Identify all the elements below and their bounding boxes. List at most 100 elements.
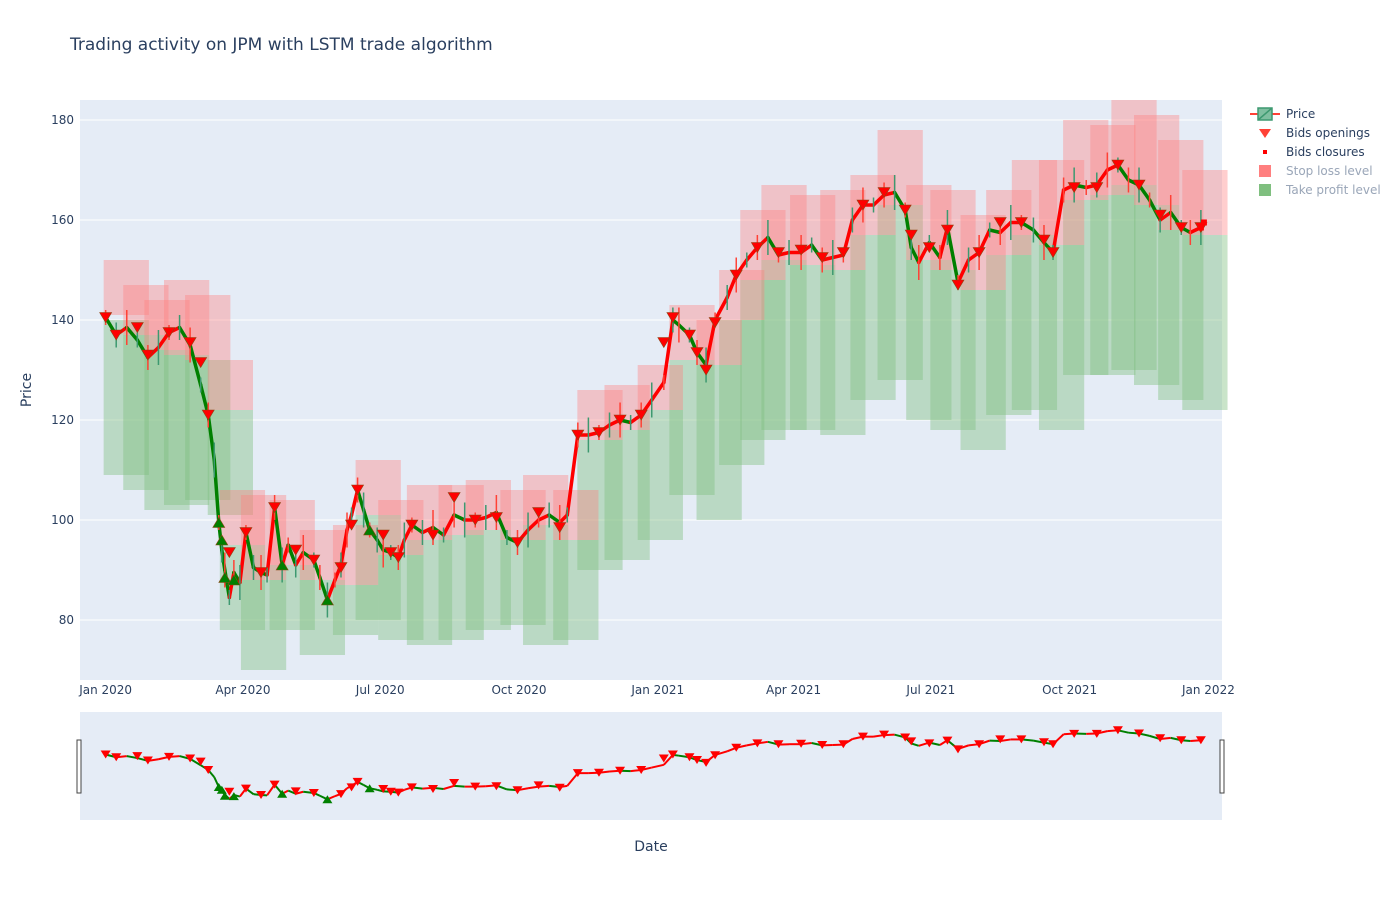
- slider-marker: [817, 740, 828, 749]
- bid-opening-marker: [254, 567, 268, 579]
- price-segment: [909, 245, 921, 265]
- slider-marker: [228, 792, 239, 801]
- slider-marker: [658, 754, 669, 763]
- bid-opening-marker: [771, 247, 786, 259]
- slider-marker: [684, 753, 695, 762]
- slider-marker: [1038, 738, 1049, 747]
- legend-item-bids-openings[interactable]: Bids openings: [1259, 126, 1370, 140]
- take-profit-band: [1063, 200, 1109, 375]
- slider-marker: [1048, 740, 1059, 749]
- bid-markers: [99, 159, 1208, 606]
- legend-label: Bids openings: [1286, 126, 1370, 140]
- slider-marker: [111, 753, 122, 762]
- slider-marker: [838, 740, 849, 749]
- price-segment: [831, 253, 846, 260]
- slider-marker: [974, 740, 985, 749]
- take-profit-band: [740, 280, 786, 440]
- price-segment: [956, 258, 971, 285]
- slider-segment: [295, 790, 304, 795]
- take-profit-band: [438, 535, 484, 640]
- range-slider[interactable]: [80, 712, 1222, 820]
- y-axis-title: Price: [19, 373, 35, 407]
- take-profit-band: [144, 350, 190, 510]
- bid-opening-marker: [993, 217, 1007, 229]
- slider-marker: [449, 779, 460, 788]
- slider-marker: [406, 783, 417, 792]
- price-segment: [188, 343, 203, 387]
- bid-opening-marker: [682, 329, 696, 341]
- range-slider-right-handle[interactable]: [1219, 739, 1225, 794]
- slider-marker: [701, 758, 712, 767]
- bid-opening-marker: [109, 329, 123, 341]
- slider-marker: [393, 788, 404, 797]
- take-profit-band: [719, 320, 765, 465]
- bid-opening-marker: [1111, 159, 1125, 171]
- slider-marker: [924, 739, 935, 748]
- slider-marker: [269, 780, 280, 789]
- bid-opening-marker: [218, 571, 232, 583]
- take-profit-band: [906, 260, 952, 420]
- slider-marker: [132, 752, 143, 761]
- slider-marker: [952, 745, 963, 754]
- take-profit-band: [1134, 205, 1180, 385]
- slider-marker: [1069, 729, 1080, 738]
- slider-segment: [189, 758, 202, 767]
- bid-opening-marker: [183, 337, 197, 349]
- bid-opening-marker: [1132, 179, 1146, 191]
- legend-item-bids-closures[interactable]: Bids closures: [1263, 145, 1365, 159]
- slider-marker: [224, 787, 235, 796]
- slider-marker: [216, 785, 227, 794]
- price-segment: [565, 433, 580, 517]
- price-segment: [238, 530, 248, 585]
- bid-opening-marker: [489, 512, 503, 524]
- price-segment: [998, 220, 1013, 235]
- slider-marker: [1091, 729, 1102, 738]
- slider-marker: [731, 743, 742, 752]
- slider-marker: [615, 766, 626, 775]
- slider-marker: [240, 784, 251, 793]
- slider-segment: [527, 785, 539, 790]
- take-profit-band: [299, 580, 346, 655]
- y-tick-label: 160: [51, 213, 74, 227]
- y-tick-label: 120: [51, 413, 74, 427]
- stop-loss-band: [696, 320, 742, 365]
- slider-marker: [346, 783, 357, 792]
- slider-marker: [364, 784, 375, 793]
- legend-item-take-profit[interactable]: Take profit level: [1259, 183, 1381, 197]
- bid-opening-marker: [1090, 182, 1104, 194]
- legend[interactable]: Price Bids openings Bids closures Stop l…: [1250, 107, 1381, 197]
- bid-opening-marker: [836, 247, 850, 259]
- slider-marker: [185, 754, 196, 763]
- slider-marker: [554, 783, 565, 792]
- bid-opening-marker: [405, 519, 419, 531]
- take-profit-band: [1182, 235, 1228, 410]
- range-slider-left-handle[interactable]: [76, 739, 82, 794]
- box-icon: [1259, 165, 1271, 177]
- legend-item-price[interactable]: Price: [1250, 107, 1315, 121]
- bid-opening-marker: [99, 312, 113, 324]
- slider-marker: [857, 732, 868, 741]
- slider-marker: [692, 756, 703, 765]
- slider-segment: [651, 763, 665, 769]
- bid-opening-marker: [320, 594, 334, 606]
- price-segment: [452, 513, 467, 522]
- slider-marker: [879, 730, 890, 739]
- take-profit-band: [332, 585, 379, 635]
- take-profit-band: [1158, 230, 1204, 400]
- bid-opening-marker: [351, 484, 365, 496]
- price-segment: [713, 295, 729, 322]
- take-profit-band: [240, 580, 287, 670]
- x-tick-labels: Jan 2020 Apr 2020 Jul 2020 Oct 2020 Jan 2021…: [78, 683, 1235, 697]
- bid-opening-marker: [613, 414, 627, 426]
- take-profit-band: [185, 360, 231, 500]
- chart-title: Trading activity on JPM with LSTM trade …: [69, 35, 493, 55]
- bid-opening-marker: [940, 224, 954, 236]
- take-profit-band: [930, 270, 976, 430]
- slider-marker: [164, 752, 175, 761]
- price-segment: [265, 505, 277, 577]
- legend-item-stop-loss[interactable]: Stop loss level: [1259, 164, 1373, 178]
- bid-opening-marker: [708, 317, 722, 329]
- bid-opening-marker: [951, 279, 965, 291]
- legend-label: Stop loss level: [1286, 164, 1373, 178]
- legend-label: Price: [1286, 107, 1315, 121]
